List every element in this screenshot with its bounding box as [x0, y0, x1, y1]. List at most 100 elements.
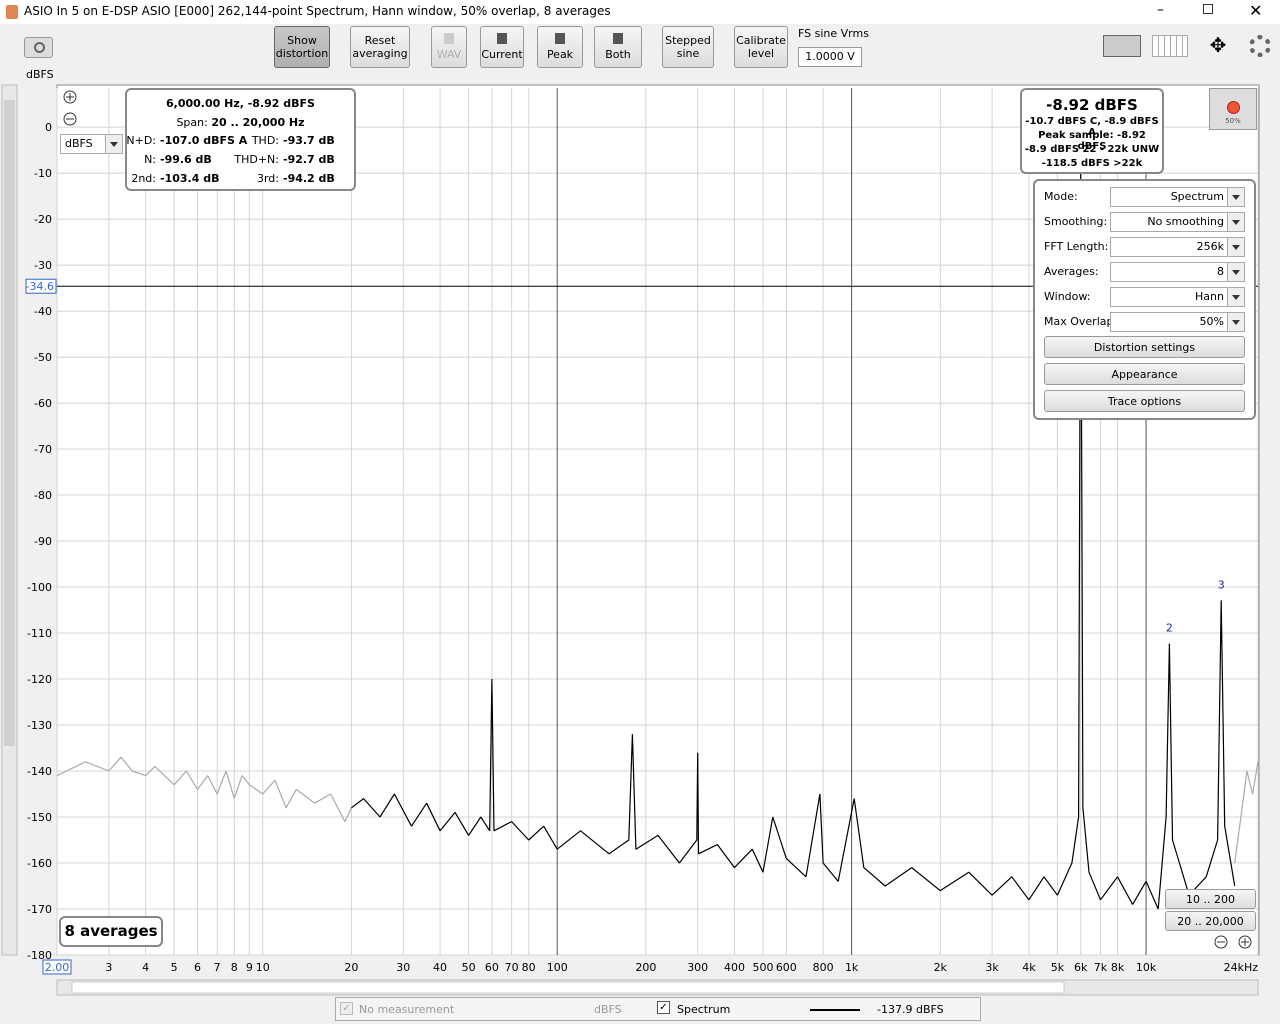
setting-select[interactable]: 256k: [1110, 237, 1245, 257]
title-bar: ASIO In 5 on E-DSP ASIO [E000] 262,144-p…: [0, 0, 1280, 24]
x-zoom-in-icon[interactable]: [1238, 935, 1252, 949]
y-tick-label: -20: [34, 213, 52, 226]
layout-icon[interactable]: [1103, 35, 1141, 57]
y-tick-label: -100: [27, 581, 52, 594]
maximize-button[interactable]: [1203, 4, 1213, 14]
range-button[interactable]: 20 .. 20,000: [1165, 911, 1256, 931]
setting-value: Hann: [1195, 290, 1224, 303]
setting-select[interactable]: No smoothing: [1110, 212, 1245, 232]
toolbar-button[interactable]: Stepped sine: [662, 26, 714, 68]
setting-select[interactable]: 50%: [1110, 312, 1245, 332]
fs-label: FS sine Vrms: [798, 27, 869, 40]
vertical-scroll-thumb[interactable]: [4, 100, 15, 746]
close-button[interactable]: ✕: [1249, 1, 1263, 20]
traces: [56, 168, 1259, 910]
dropdown-arrow: [1227, 288, 1244, 306]
y-tick-label: -170: [27, 903, 52, 916]
zoom-in-icon[interactable]: [63, 90, 77, 104]
toolbar-button[interactable]: Current: [480, 26, 524, 68]
x-tick-label: 600: [776, 961, 797, 974]
settings-button[interactable]: Distortion settings: [1044, 336, 1245, 358]
y-tick-label: -90: [34, 535, 52, 548]
metric-label: 2nd:: [131, 172, 156, 185]
horizontal-scroll-thumb[interactable]: [71, 981, 1065, 994]
dropdown-arrow: [1227, 188, 1244, 206]
dropdown-arrow: [1227, 263, 1244, 281]
toolbar-button[interactable]: Peak: [537, 26, 583, 68]
button-label: WAV: [436, 48, 462, 61]
x-tick-label: 100: [547, 961, 568, 974]
grid-icon[interactable]: [1152, 35, 1188, 57]
range-button[interactable]: 10 .. 200: [1165, 889, 1256, 909]
metric-label: N+D:: [126, 134, 156, 147]
unit-select-value: dBFS: [65, 137, 93, 150]
toolbar-button[interactable]: Reset averaging: [350, 26, 410, 68]
settings-icon[interactable]: [1249, 35, 1271, 57]
toolbar-button[interactable]: WAV: [431, 26, 467, 68]
x-tick-label: 30: [396, 961, 410, 974]
dropdown-arrow: [1227, 213, 1244, 231]
x-tick-label: 5k: [1051, 961, 1065, 974]
x-tick-label: 60: [485, 961, 499, 974]
button-label: Peak: [546, 48, 574, 61]
button-label: Stepped: [665, 34, 711, 47]
x-tick-label: 4: [142, 961, 149, 974]
legend-trace-value: -137.9 dBFS: [877, 1003, 944, 1016]
y-tick-label: -50: [34, 351, 52, 364]
button-label: Reset: [364, 34, 396, 47]
dropdown-arrow: [105, 135, 122, 153]
span-value: 20 .. 20,000 Hz: [211, 116, 305, 129]
level-line: Peak sample: -8.92 dBFS: [1038, 130, 1146, 152]
toolbar-button[interactable]: Calibrate level: [734, 26, 788, 68]
fs-value-field[interactable]: 1.0000 V: [798, 47, 862, 67]
setting-label: Mode:: [1044, 190, 1078, 203]
averages-box: 8 averages: [59, 916, 163, 947]
axis-labels: 0 -10 -20 -30 -40 -50 -60 -70 -80 -90 -100 -110 -120…: [25, 121, 1258, 975]
record-indicator: [1227, 101, 1240, 114]
setting-select[interactable]: Hann: [1110, 287, 1245, 307]
distortion-info-box: 6,000.00 Hz, -8.92 dBFS Span: 20 .. 20,0…: [125, 88, 356, 191]
toolbar-button[interactable]: Show distortion: [274, 26, 330, 68]
x-tick-label: 3k: [985, 961, 999, 974]
window-title: ASIO In 5 on E-DSP ASIO [E000] 262,144-p…: [24, 4, 611, 18]
span-readout: Span: 20 .. 20,000 Hz: [127, 116, 354, 129]
harmonic-label: 2: [1166, 622, 1173, 635]
unit-select[interactable]: dBFS: [60, 134, 123, 154]
x-tick-label: 6: [194, 961, 201, 974]
fit-icon[interactable]: ✥: [1209, 33, 1227, 57]
setting-select[interactable]: Spectrum: [1110, 187, 1245, 207]
setting-select[interactable]: 8: [1110, 262, 1245, 282]
record-button[interactable]: 50%: [1209, 88, 1257, 130]
x-tick-label: 2.00: [45, 961, 70, 974]
x-tick-label: 400: [724, 961, 745, 974]
x-zoom-out-icon[interactable]: [1214, 935, 1228, 949]
settings-button[interactable]: Appearance: [1044, 363, 1245, 385]
harmonic-label: 3: [1218, 578, 1225, 591]
button-label: Current: [481, 48, 523, 61]
spectrum-trace: [351, 168, 1236, 910]
metric-label: N:: [144, 153, 156, 166]
legend-bar: ✓ No measurement dBFS ✓ Spectrum -137.9 …: [335, 997, 981, 1021]
no-measurement-checkbox[interactable]: ✓: [340, 1002, 353, 1015]
legend-trace-name: Spectrum: [677, 1003, 731, 1016]
x-tick-label: 800: [813, 961, 834, 974]
y-tick-label: -120: [27, 673, 52, 686]
spectrum-checkbox[interactable]: ✓: [657, 1001, 670, 1014]
settings-button[interactable]: Trace options: [1044, 390, 1245, 412]
dropdown-arrow: [1227, 238, 1244, 256]
x-tick-label: 8k: [1111, 961, 1125, 974]
minimize-button[interactable]: –: [1157, 2, 1164, 18]
no-measurement-label: No measurement: [359, 1003, 455, 1016]
metric-value: -93.7 dB: [283, 134, 335, 147]
camera-button[interactable]: [24, 37, 53, 58]
y-tick-label: -40: [34, 305, 52, 318]
metric-label: THD:: [251, 134, 279, 147]
save-icon: [555, 33, 565, 44]
zoom-out-icon[interactable]: [63, 112, 77, 126]
level-box: -8.92 dBFS -10.7 dBFS C, -8.9 dBFS A Peak…: [1020, 88, 1164, 174]
metric-value: -92.7 dB: [283, 153, 335, 166]
x-tick-label: 500: [753, 961, 774, 974]
x-tick-label: 20: [344, 961, 358, 974]
toolbar-button[interactable]: Both: [594, 26, 642, 68]
